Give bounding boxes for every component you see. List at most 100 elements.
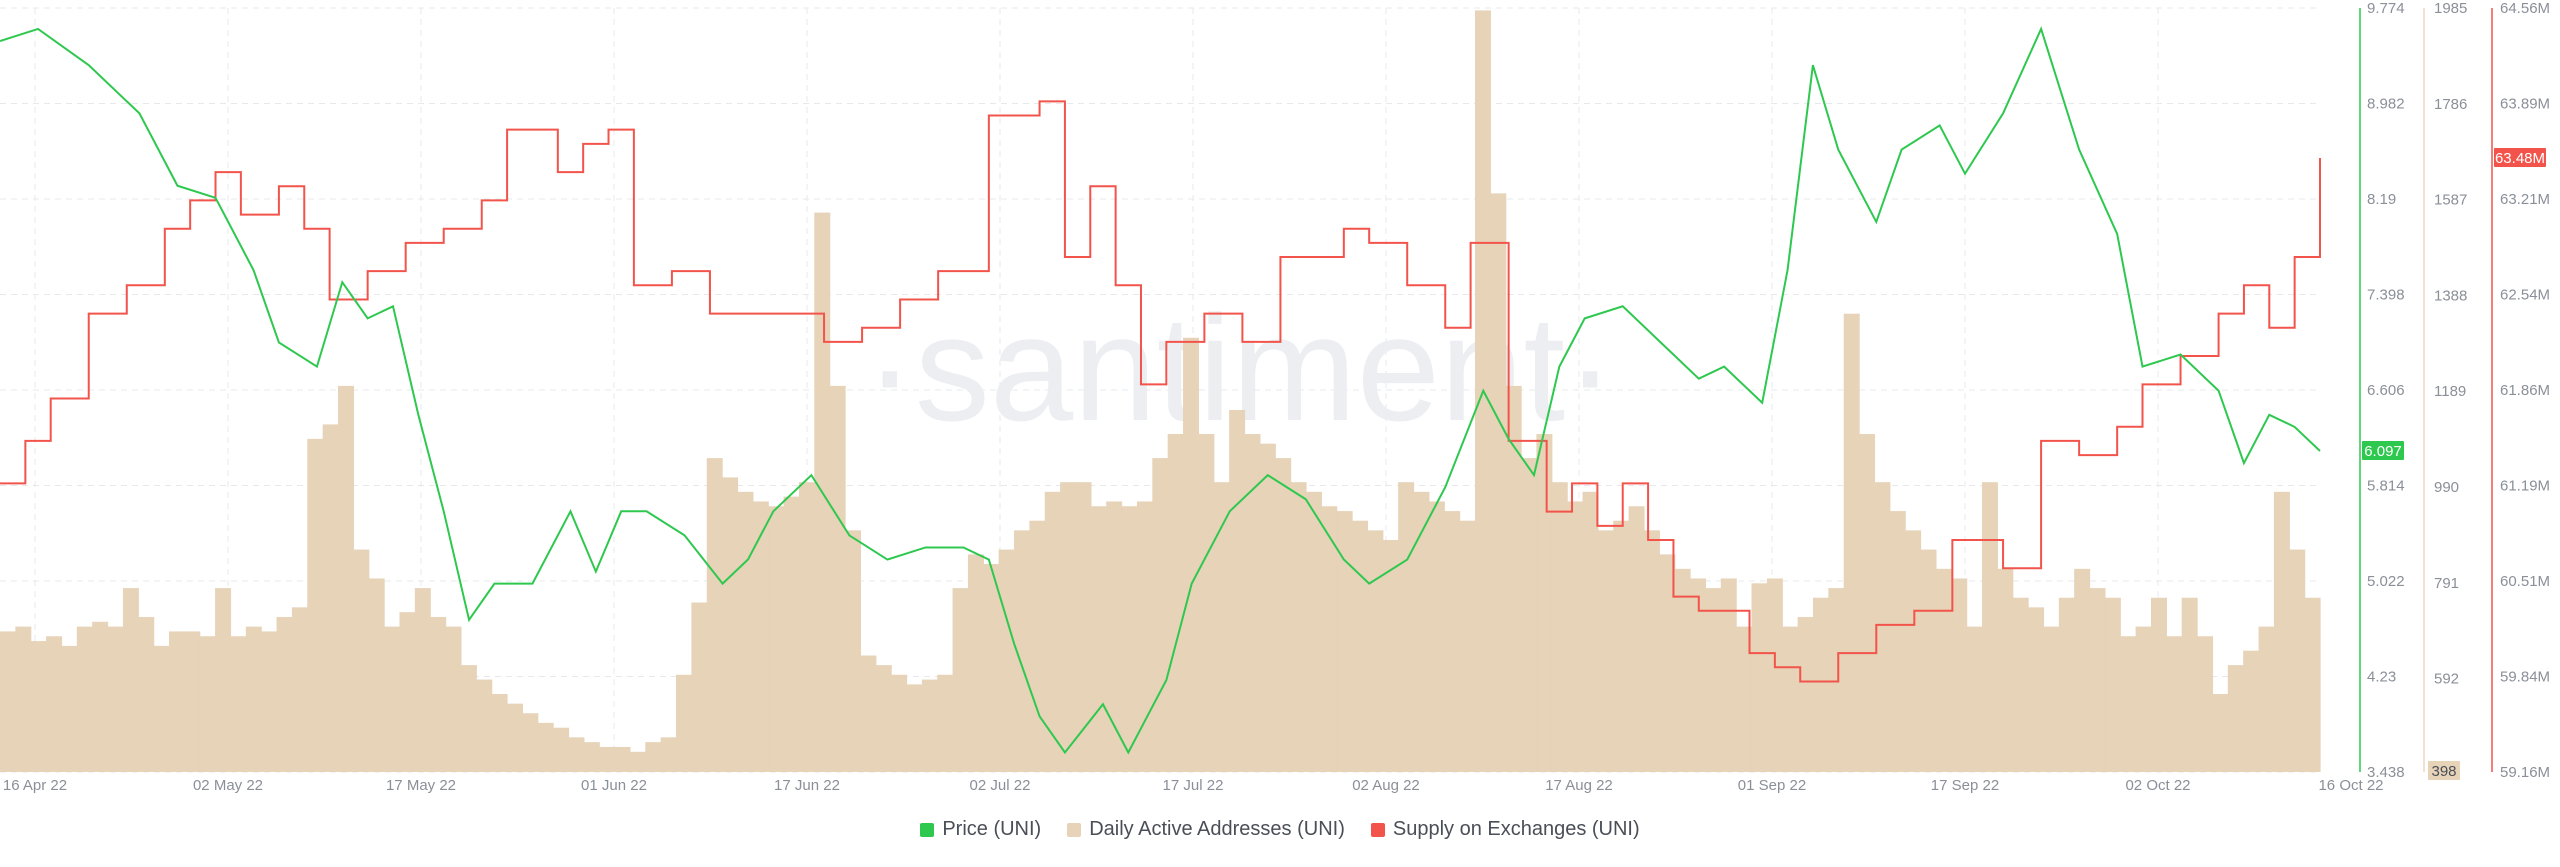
daa-bar: [199, 636, 216, 772]
daa-bar: [599, 746, 616, 772]
daa-bar: [1705, 588, 1722, 772]
x-tick-label: 01 Sep 22: [1738, 777, 1806, 794]
x-tick-label: 02 Oct 22: [2125, 777, 2190, 794]
daa-bar: [1643, 530, 1660, 772]
daa-bar: [522, 713, 539, 772]
daa-min-label: 398: [2431, 763, 2456, 780]
daa-bar: [1874, 482, 1891, 772]
daa-bar: [215, 588, 232, 772]
legend-swatch-supply: [1370, 822, 1385, 837]
x-tick-label: 16 Oct 22: [2318, 777, 2383, 794]
daa-bar: [1090, 506, 1107, 772]
daa-bar: [1920, 549, 1937, 772]
daa-bar: [1413, 491, 1430, 772]
supply-tick-label: 59.16M: [2500, 764, 2550, 781]
daa-bar: [1167, 434, 1184, 772]
supply-tick-label: 64.56M: [2500, 0, 2550, 17]
daa-bar: [507, 703, 523, 772]
daa-bar: [1797, 616, 1814, 772]
daa-bar: [230, 636, 247, 772]
daa-tick-label: 1587: [2434, 192, 2467, 209]
daa-bar: [1505, 385, 1522, 772]
price-tick-label: 8.19: [2367, 191, 2396, 208]
daa-bar: [1905, 530, 1922, 772]
legend-item-daa[interactable]: Daily Active Addresses (UNI): [1067, 818, 1345, 841]
daa-bar: [1981, 482, 1998, 772]
daa-bar: [614, 746, 631, 772]
daa-bar: [645, 742, 662, 772]
daa-bar: [2104, 597, 2121, 772]
daa-bar: [76, 626, 93, 772]
daa-bar: [845, 530, 861, 772]
daa-bar: [1597, 530, 1614, 772]
daa-bar: [553, 727, 570, 772]
daa-bar: [430, 616, 447, 772]
supply-last-label: 63.48M: [2495, 150, 2545, 167]
daa-tick-label: 1985: [2434, 0, 2467, 17]
daa-bar: [399, 612, 416, 772]
axes: 16 Apr 22 02 May 22 17 May 22 01 Jun 22 17 J…: [3, 0, 2550, 794]
daa-bar: [1336, 511, 1353, 772]
legend: Price (UNI) Daily Active Addresses (UNI)…: [0, 818, 2560, 841]
daa-bar: [184, 631, 201, 772]
supply-tick-label: 59.84M: [2500, 669, 2550, 686]
daa-bar: [706, 458, 723, 772]
price-last-badge: [2362, 441, 2404, 461]
x-tick-label: 02 May 22: [193, 777, 263, 794]
supply-tick-label: 62.54M: [2500, 287, 2550, 304]
daa-bar: [1290, 482, 1307, 772]
price-tick-label: 9.774: [2367, 0, 2405, 17]
daa-bar: [107, 626, 124, 772]
daa-bar: [875, 665, 892, 772]
daa-bar: [1551, 482, 1568, 772]
daa-bar: [2243, 650, 2260, 772]
daa-bar: [138, 616, 155, 772]
daa-bar: [153, 645, 170, 772]
daa-bar: [2012, 597, 2029, 772]
daa-bar: [2074, 568, 2091, 772]
price-tick-label: 5.022: [2367, 573, 2405, 590]
daa-bar: [1674, 568, 1691, 772]
daa-bar: [291, 607, 308, 772]
daa-bar: [2273, 491, 2290, 772]
daa-bar: [2258, 626, 2275, 772]
daa-bar: [1198, 434, 1215, 772]
daa-bar: [1613, 520, 1630, 772]
daa-min-badge: [2428, 761, 2460, 780]
daa-bar: [307, 438, 324, 772]
daa-bar: [906, 684, 923, 772]
supply-tick-label: 63.21M: [2500, 191, 2550, 208]
daa-bar: [737, 491, 754, 772]
daa-bar: [1136, 501, 1153, 772]
daa-bar: [1567, 501, 1584, 772]
daa-bar: [860, 655, 877, 772]
daa-bar: [983, 564, 1000, 772]
daa-bar: [1183, 337, 1200, 772]
daa-bar: [0, 631, 16, 772]
daa-bar: [952, 588, 969, 772]
daa-bar: [1751, 583, 1768, 772]
x-tick-label: 02 Aug 22: [1352, 777, 1420, 794]
daa-bar: [1782, 626, 1799, 772]
supply-on-exchanges-line: [0, 100, 2321, 683]
price-line: [0, 26, 2321, 755]
legend-label-price: Price (UNI): [942, 818, 1042, 840]
supply-tick-label: 61.86M: [2500, 382, 2550, 399]
daa-bar: [476, 679, 493, 772]
legend-item-price[interactable]: Price (UNI): [920, 818, 1041, 841]
legend-item-supply[interactable]: Supply on Exchanges (UNI): [1370, 818, 1640, 841]
daa-bar: [1951, 578, 1968, 772]
daa-bar: [1444, 511, 1461, 772]
daa-bar: [2150, 597, 2167, 772]
legend-label-supply: Supply on Exchanges (UNI): [1392, 818, 1640, 840]
daa-bar: [1367, 530, 1384, 772]
daa-bar: [384, 626, 401, 772]
daa-bar: [61, 645, 78, 772]
daa-bar: [1659, 554, 1676, 772]
supply-tick-label: 63.89M: [2500, 96, 2550, 113]
daa-bar: [353, 549, 370, 772]
price-last-label: 6.097: [2364, 443, 2402, 460]
price-tick-label: 4.23: [2367, 669, 2396, 686]
daa-bar: [368, 578, 385, 772]
